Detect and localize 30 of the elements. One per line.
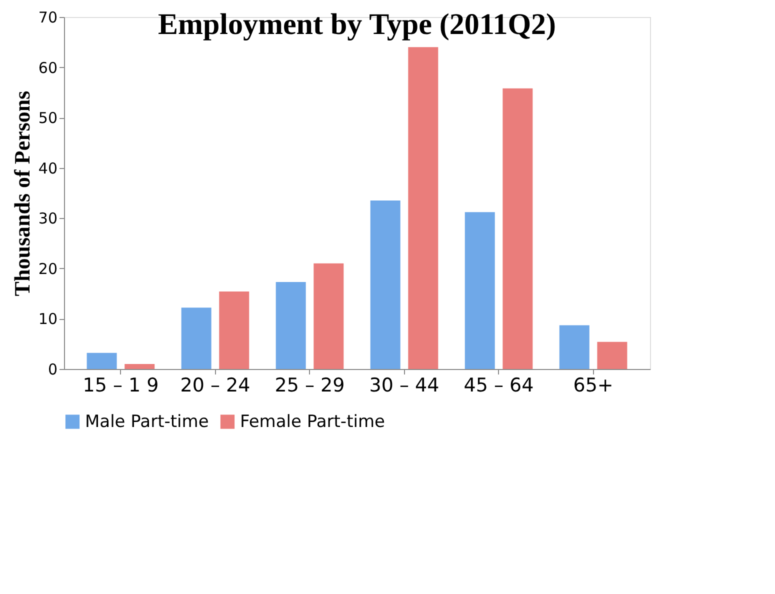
y-tick-label: 20: [38, 260, 58, 278]
x-tick-label: 25 – 29: [274, 374, 345, 396]
bar: [86, 352, 117, 369]
bar: [181, 308, 212, 369]
y-tick-label: 30: [38, 210, 58, 228]
bar: [597, 342, 628, 369]
chart-title: Employment by Type (2011Q2): [158, 8, 556, 41]
bar: [502, 88, 533, 369]
x-tick-label: 65+: [573, 374, 614, 396]
bar: [124, 364, 155, 369]
bar: [464, 212, 495, 369]
y-tick-label: 0: [48, 360, 58, 378]
y-tick-label: 70: [38, 8, 58, 26]
bar: [219, 292, 250, 369]
bar: [559, 325, 590, 369]
x-tick-label: 30 – 44: [369, 374, 440, 396]
bar: [276, 282, 306, 369]
y-axis-title: Thousands of Persons: [9, 90, 34, 296]
bar: [314, 263, 344, 369]
bar: [370, 200, 400, 369]
x-tick-label: 45 – 64: [464, 374, 534, 396]
y-tick-label: 40: [38, 159, 58, 178]
x-tick-label: 20 – 24: [180, 374, 250, 396]
bar: [408, 47, 438, 369]
legend-label: Male Part-time: [85, 412, 209, 432]
legend-label: Female Part-time: [240, 412, 385, 432]
x-tick-label: 15 – 1 9: [82, 374, 159, 396]
y-tick-label: 10: [38, 310, 58, 328]
y-tick-label: 50: [38, 109, 58, 128]
y-tick-label: 60: [38, 58, 58, 77]
